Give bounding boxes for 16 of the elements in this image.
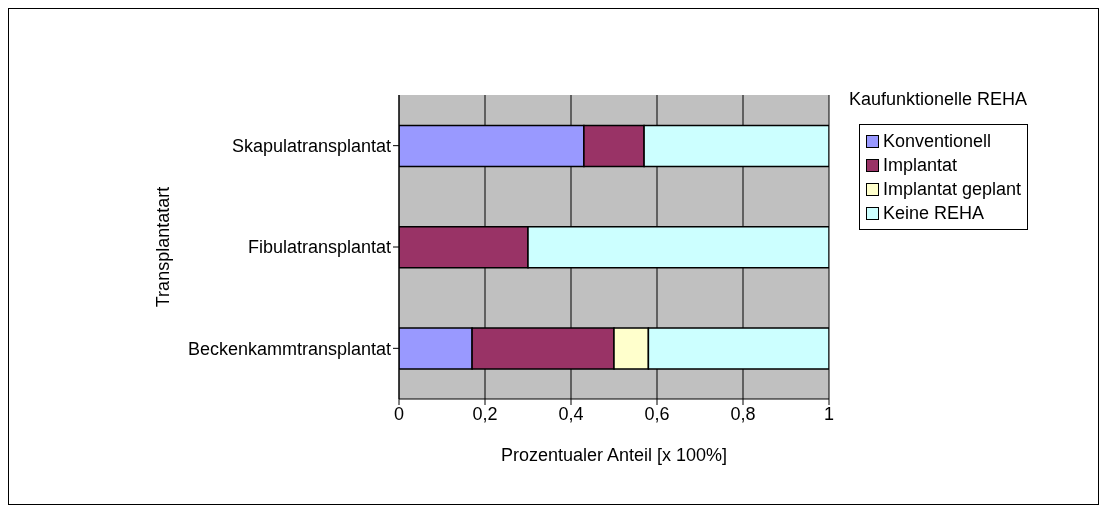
x-tick-label: 1: [823, 403, 835, 424]
legend-label: Konventionell: [883, 130, 992, 153]
x-tick-label: 0,4: [558, 403, 584, 424]
legend-label: Implantat: [883, 154, 958, 177]
legend-label: Implantat geplant: [883, 178, 1022, 201]
x-tick-label: 0: [393, 403, 405, 424]
x-axis-title: Prozentualer Anteil [x 100%]: [500, 445, 728, 465]
x-tick-label: 0,2: [472, 403, 498, 424]
y-axis-title: Transplantatart: [153, 186, 174, 308]
legend-title: Kaufunktionelle REHA: [849, 89, 1029, 110]
legend-label: Keine REHA: [883, 202, 985, 225]
x-tick-label: 0,8: [730, 403, 756, 424]
y-tick-label: Skapulatransplantat: [231, 136, 391, 157]
x-tick-label: 0,6: [644, 403, 670, 424]
y-tick-label: Beckenkammtransplantat: [187, 338, 391, 359]
y-tick-label: Fibulatransplantat: [247, 237, 391, 258]
